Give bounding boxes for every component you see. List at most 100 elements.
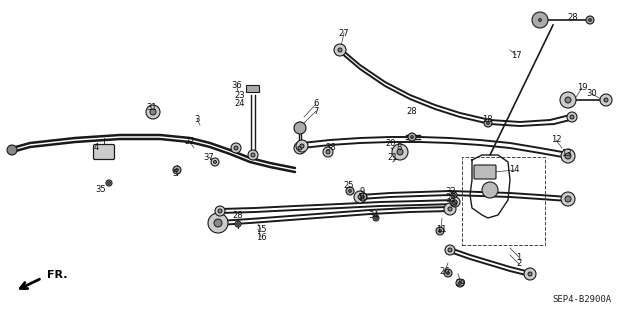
Text: 23: 23	[235, 92, 245, 100]
Text: 8: 8	[396, 144, 402, 152]
Text: 17: 17	[511, 50, 522, 60]
Circle shape	[173, 166, 181, 174]
Circle shape	[334, 44, 346, 56]
FancyBboxPatch shape	[93, 145, 115, 160]
Text: 2: 2	[516, 259, 522, 269]
Circle shape	[108, 182, 111, 184]
Text: 37: 37	[204, 152, 214, 161]
Circle shape	[106, 180, 112, 186]
Circle shape	[175, 168, 179, 172]
Circle shape	[486, 122, 490, 124]
Circle shape	[218, 209, 222, 213]
Circle shape	[444, 269, 452, 277]
Text: 18: 18	[482, 115, 492, 124]
Circle shape	[237, 222, 239, 226]
Text: 38: 38	[326, 144, 337, 152]
Circle shape	[346, 187, 354, 195]
Circle shape	[528, 272, 532, 276]
Circle shape	[524, 268, 536, 280]
Text: 27: 27	[339, 28, 349, 38]
Circle shape	[561, 149, 575, 163]
Circle shape	[458, 281, 461, 285]
Circle shape	[532, 12, 548, 28]
Circle shape	[373, 215, 379, 221]
Text: 1: 1	[516, 253, 522, 262]
Circle shape	[248, 150, 258, 160]
Circle shape	[570, 115, 574, 119]
Circle shape	[452, 202, 456, 204]
Circle shape	[450, 197, 460, 207]
Text: 21: 21	[388, 152, 398, 161]
Circle shape	[484, 119, 492, 127]
Circle shape	[298, 146, 302, 150]
Circle shape	[586, 16, 594, 24]
Text: 25: 25	[344, 182, 355, 190]
Text: 31: 31	[147, 102, 157, 112]
Circle shape	[453, 200, 457, 204]
Circle shape	[150, 109, 156, 115]
Circle shape	[448, 207, 452, 211]
Text: 4: 4	[93, 144, 99, 152]
Circle shape	[436, 227, 444, 235]
Text: 7: 7	[314, 107, 319, 115]
Circle shape	[214, 219, 222, 227]
Circle shape	[482, 182, 498, 198]
Circle shape	[600, 94, 612, 106]
Circle shape	[565, 153, 571, 159]
Text: 28: 28	[568, 12, 579, 21]
Circle shape	[208, 213, 228, 233]
Circle shape	[358, 195, 362, 199]
Bar	[462, 157, 545, 245]
Circle shape	[7, 145, 17, 155]
Circle shape	[589, 19, 591, 21]
FancyBboxPatch shape	[246, 85, 259, 93]
Circle shape	[251, 153, 255, 157]
Circle shape	[538, 19, 541, 21]
Text: 28: 28	[406, 108, 417, 116]
Circle shape	[565, 196, 571, 202]
Circle shape	[294, 122, 306, 134]
Text: 11: 11	[436, 225, 446, 234]
Circle shape	[397, 149, 403, 155]
Circle shape	[392, 144, 408, 160]
Text: 28: 28	[233, 211, 243, 220]
Circle shape	[323, 147, 333, 157]
Text: 3: 3	[195, 115, 200, 123]
Text: 24: 24	[235, 100, 245, 108]
Circle shape	[456, 279, 464, 287]
Text: 10: 10	[356, 194, 367, 203]
Text: 19: 19	[577, 84, 588, 93]
Circle shape	[326, 150, 330, 154]
Text: 29: 29	[456, 278, 467, 287]
Circle shape	[359, 193, 367, 201]
Circle shape	[451, 200, 457, 206]
Circle shape	[214, 160, 216, 164]
Circle shape	[452, 194, 456, 197]
Text: 9: 9	[360, 187, 365, 196]
Text: 30: 30	[587, 90, 597, 99]
Text: 36: 36	[232, 81, 243, 91]
Circle shape	[438, 229, 442, 233]
Circle shape	[215, 206, 225, 216]
Circle shape	[444, 203, 456, 215]
Circle shape	[362, 196, 365, 198]
Text: 6: 6	[314, 100, 319, 108]
Text: 35: 35	[96, 186, 106, 195]
Circle shape	[300, 144, 304, 148]
Text: 26: 26	[440, 266, 451, 276]
Circle shape	[408, 133, 416, 141]
FancyBboxPatch shape	[474, 165, 496, 179]
Circle shape	[296, 140, 308, 152]
Circle shape	[445, 245, 455, 255]
Circle shape	[338, 48, 342, 52]
Circle shape	[234, 146, 238, 150]
Circle shape	[565, 97, 571, 103]
Text: 12: 12	[551, 136, 561, 145]
Text: 5: 5	[172, 169, 178, 179]
Text: 13: 13	[561, 149, 572, 158]
Circle shape	[410, 136, 413, 138]
Text: 16: 16	[256, 233, 266, 241]
Text: 32: 32	[445, 187, 456, 196]
Circle shape	[561, 192, 575, 206]
Circle shape	[374, 217, 378, 219]
